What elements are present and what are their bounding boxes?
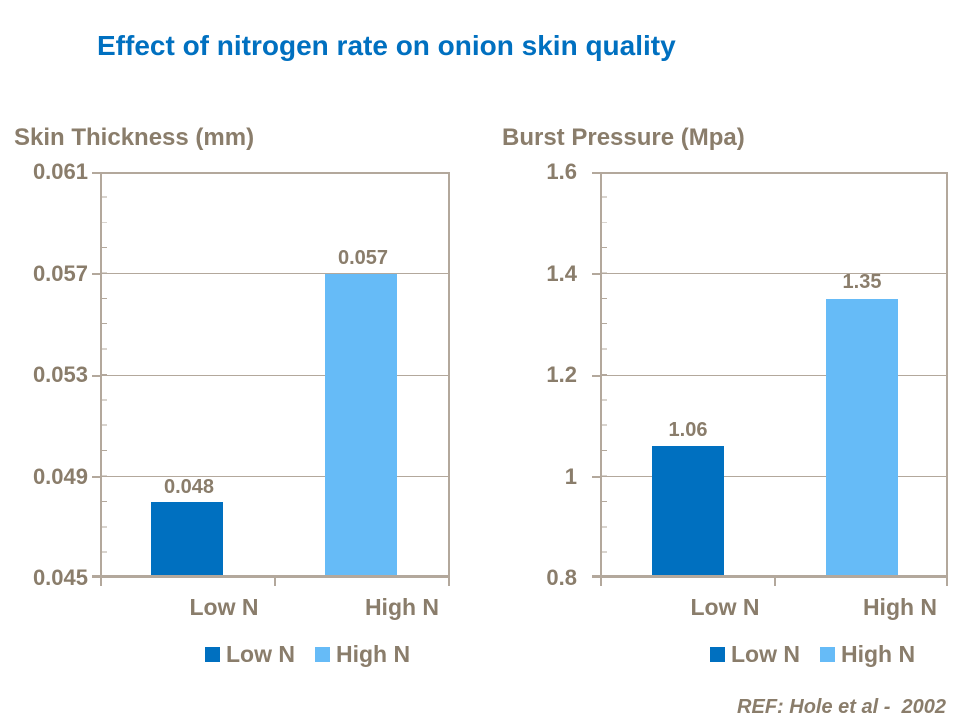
minor-tick-marks — [102, 172, 107, 578]
data-label-high-n: 1.35 — [842, 271, 882, 293]
x-tick-mark — [100, 578, 102, 586]
x-axis-line — [592, 575, 948, 578]
plot-area-skin-thickness — [92, 172, 450, 586]
legend-label-high-n: High N — [336, 641, 411, 667]
legend-item-low-n: Low N — [710, 641, 800, 668]
y-tick-label: 1 — [564, 464, 577, 489]
data-label-high-n: 0.057 — [337, 247, 389, 269]
legend-swatch-high-n — [315, 647, 330, 662]
gridline — [100, 476, 450, 477]
major-tick-mark — [592, 375, 600, 377]
legend-item-high-n: High N — [315, 641, 410, 668]
bar-low-n — [151, 502, 223, 578]
plot-area-burst-pressure — [592, 172, 948, 586]
y-tick-label: 1.4 — [546, 261, 577, 286]
gridline — [600, 273, 948, 274]
legend-item-high-n: High N — [820, 641, 915, 668]
y-tick-label: 1.6 — [546, 159, 577, 184]
plot-border-right — [946, 172, 948, 578]
x-tick-mark — [774, 578, 776, 586]
x-tick-mark — [448, 578, 450, 586]
major-tick-mark — [592, 476, 600, 478]
legend-swatch-low-n — [205, 647, 220, 662]
data-label-low-n: 0.048 — [163, 476, 215, 498]
bar-high-n — [325, 274, 397, 578]
legend-skin-thickness: Low N High N — [205, 641, 410, 668]
x-axis-label-low-n: Low N — [690, 594, 760, 620]
y-tick-label: 0.061 — [32, 159, 88, 184]
gridline — [100, 273, 450, 274]
gridline — [600, 476, 948, 477]
x-axis-label-low-n: Low N — [189, 594, 259, 620]
y-tick-label: 0.057 — [32, 261, 88, 286]
y-tick-label: 0.045 — [32, 565, 88, 590]
major-tick-mark — [92, 375, 100, 377]
bar-high-n — [826, 299, 898, 578]
data-label-low-n: 1.06 — [668, 419, 708, 441]
chart-title-burst-pressure: Burst Pressure (Mpa) — [502, 124, 745, 151]
x-tick-mark — [274, 578, 276, 586]
minor-tick-marks — [602, 172, 607, 578]
legend-label-high-n: High N — [841, 641, 916, 667]
y-axis-line — [600, 172, 602, 578]
gridline — [100, 375, 450, 376]
y-tick-label: 1.2 — [546, 362, 577, 387]
legend-burst-pressure: Low N High N — [710, 641, 915, 668]
x-axis-label-high-n: High N — [364, 594, 440, 620]
y-tick-label: 0.053 — [32, 362, 88, 387]
major-tick-mark — [592, 273, 600, 275]
slide-title: Effect of nitrogen rate on onion skin qu… — [97, 30, 676, 61]
plot-border-right — [448, 172, 450, 578]
legend-label-low-n: Low N — [731, 641, 800, 667]
x-axis-label-high-n: High N — [862, 594, 938, 620]
legend-item-low-n: Low N — [205, 641, 295, 668]
major-tick-mark — [92, 273, 100, 275]
reference-note: REF: Hole et al - 2002 — [737, 696, 946, 718]
gridline — [600, 375, 948, 376]
legend-swatch-high-n — [820, 647, 835, 662]
x-axis-line — [92, 575, 450, 578]
major-tick-mark — [92, 476, 100, 478]
legend-swatch-low-n — [710, 647, 725, 662]
y-axis-line — [100, 172, 102, 578]
chart-title-skin-thickness: Skin Thickness (mm) — [14, 124, 255, 151]
legend-label-low-n: Low N — [226, 641, 295, 667]
y-tick-label: 0.049 — [32, 464, 88, 489]
y-tick-label: 0.8 — [546, 565, 577, 590]
bar-low-n — [652, 446, 724, 578]
plot-border-top — [592, 172, 948, 174]
x-tick-mark — [600, 578, 602, 586]
plot-border-top — [92, 172, 450, 174]
x-tick-mark — [946, 578, 948, 586]
